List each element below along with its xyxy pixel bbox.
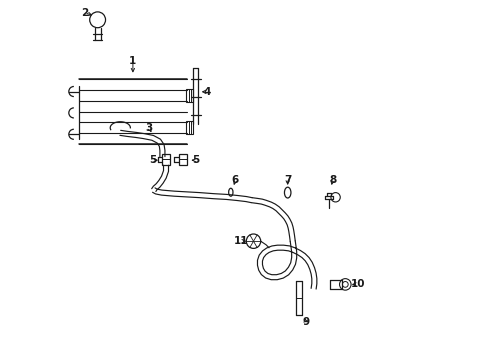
Text: 5: 5 [149,155,156,165]
Text: 11: 11 [233,236,247,246]
Text: 8: 8 [328,175,336,185]
Text: 1: 1 [129,56,136,66]
Text: 10: 10 [350,279,365,289]
Text: 5: 5 [192,155,199,165]
Text: 2: 2 [81,8,88,18]
Text: 4: 4 [203,87,210,97]
Text: 3: 3 [145,123,152,133]
Text: 9: 9 [302,317,308,327]
Text: 7: 7 [284,175,291,185]
Text: 6: 6 [231,175,239,185]
